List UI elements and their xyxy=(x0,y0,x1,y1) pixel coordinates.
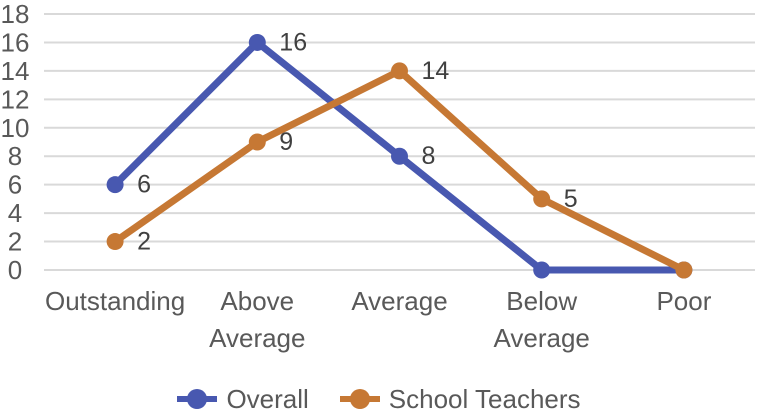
x-category-label: Above xyxy=(220,286,294,316)
chart-legend: Overall School Teachers xyxy=(0,382,757,416)
data-label-overall: 6 xyxy=(137,171,151,199)
x-category-label: Below xyxy=(506,286,577,316)
y-tick-label: 2 xyxy=(8,227,22,257)
legend-label-school-teachers: School Teachers xyxy=(388,384,581,414)
legend-entry-school-teachers: School Teachers xyxy=(339,386,581,412)
y-tick-label: 12 xyxy=(1,84,30,114)
y-tick-label: 14 xyxy=(1,56,30,86)
data-point-school-teachers xyxy=(391,62,408,80)
y-tick-label: 0 xyxy=(8,255,22,285)
data-point-overall xyxy=(106,176,124,194)
data-label-overall: 16 xyxy=(279,28,307,56)
x-category-label: Outstanding xyxy=(45,286,185,316)
y-tick-label: 4 xyxy=(8,198,22,228)
legend-marker-overall-icon xyxy=(177,389,218,409)
data-label-school-teachers: 14 xyxy=(422,57,450,85)
y-tick-label: 6 xyxy=(8,170,22,200)
data-label-school-teachers: 9 xyxy=(279,128,293,156)
data-point-overall xyxy=(533,261,551,279)
x-category-label: Poor xyxy=(656,286,711,316)
data-point-overall xyxy=(248,33,266,51)
y-tick-label: 16 xyxy=(1,27,30,57)
y-tick-label: 10 xyxy=(1,113,30,143)
data-point-school-teachers xyxy=(533,190,551,208)
y-tick-label: 18 xyxy=(1,0,30,29)
legend-entry-overall: Overall xyxy=(176,384,309,414)
x-category-label: Average xyxy=(209,323,305,353)
data-point-overall xyxy=(391,147,408,165)
data-point-school-teachers xyxy=(675,261,693,279)
x-category-label: Average xyxy=(351,286,447,316)
legend-marker-school-teachers-icon xyxy=(339,389,380,409)
data-label-overall: 8 xyxy=(422,142,436,170)
x-category-label: Average xyxy=(494,323,590,353)
legend-label-overall: Overall xyxy=(226,384,309,414)
data-label-school-teachers: 2 xyxy=(137,228,151,256)
data-point-school-teachers xyxy=(106,233,124,251)
data-label-school-teachers: 5 xyxy=(564,185,578,213)
data-point-school-teachers xyxy=(248,133,266,151)
y-tick-label: 8 xyxy=(8,141,22,171)
